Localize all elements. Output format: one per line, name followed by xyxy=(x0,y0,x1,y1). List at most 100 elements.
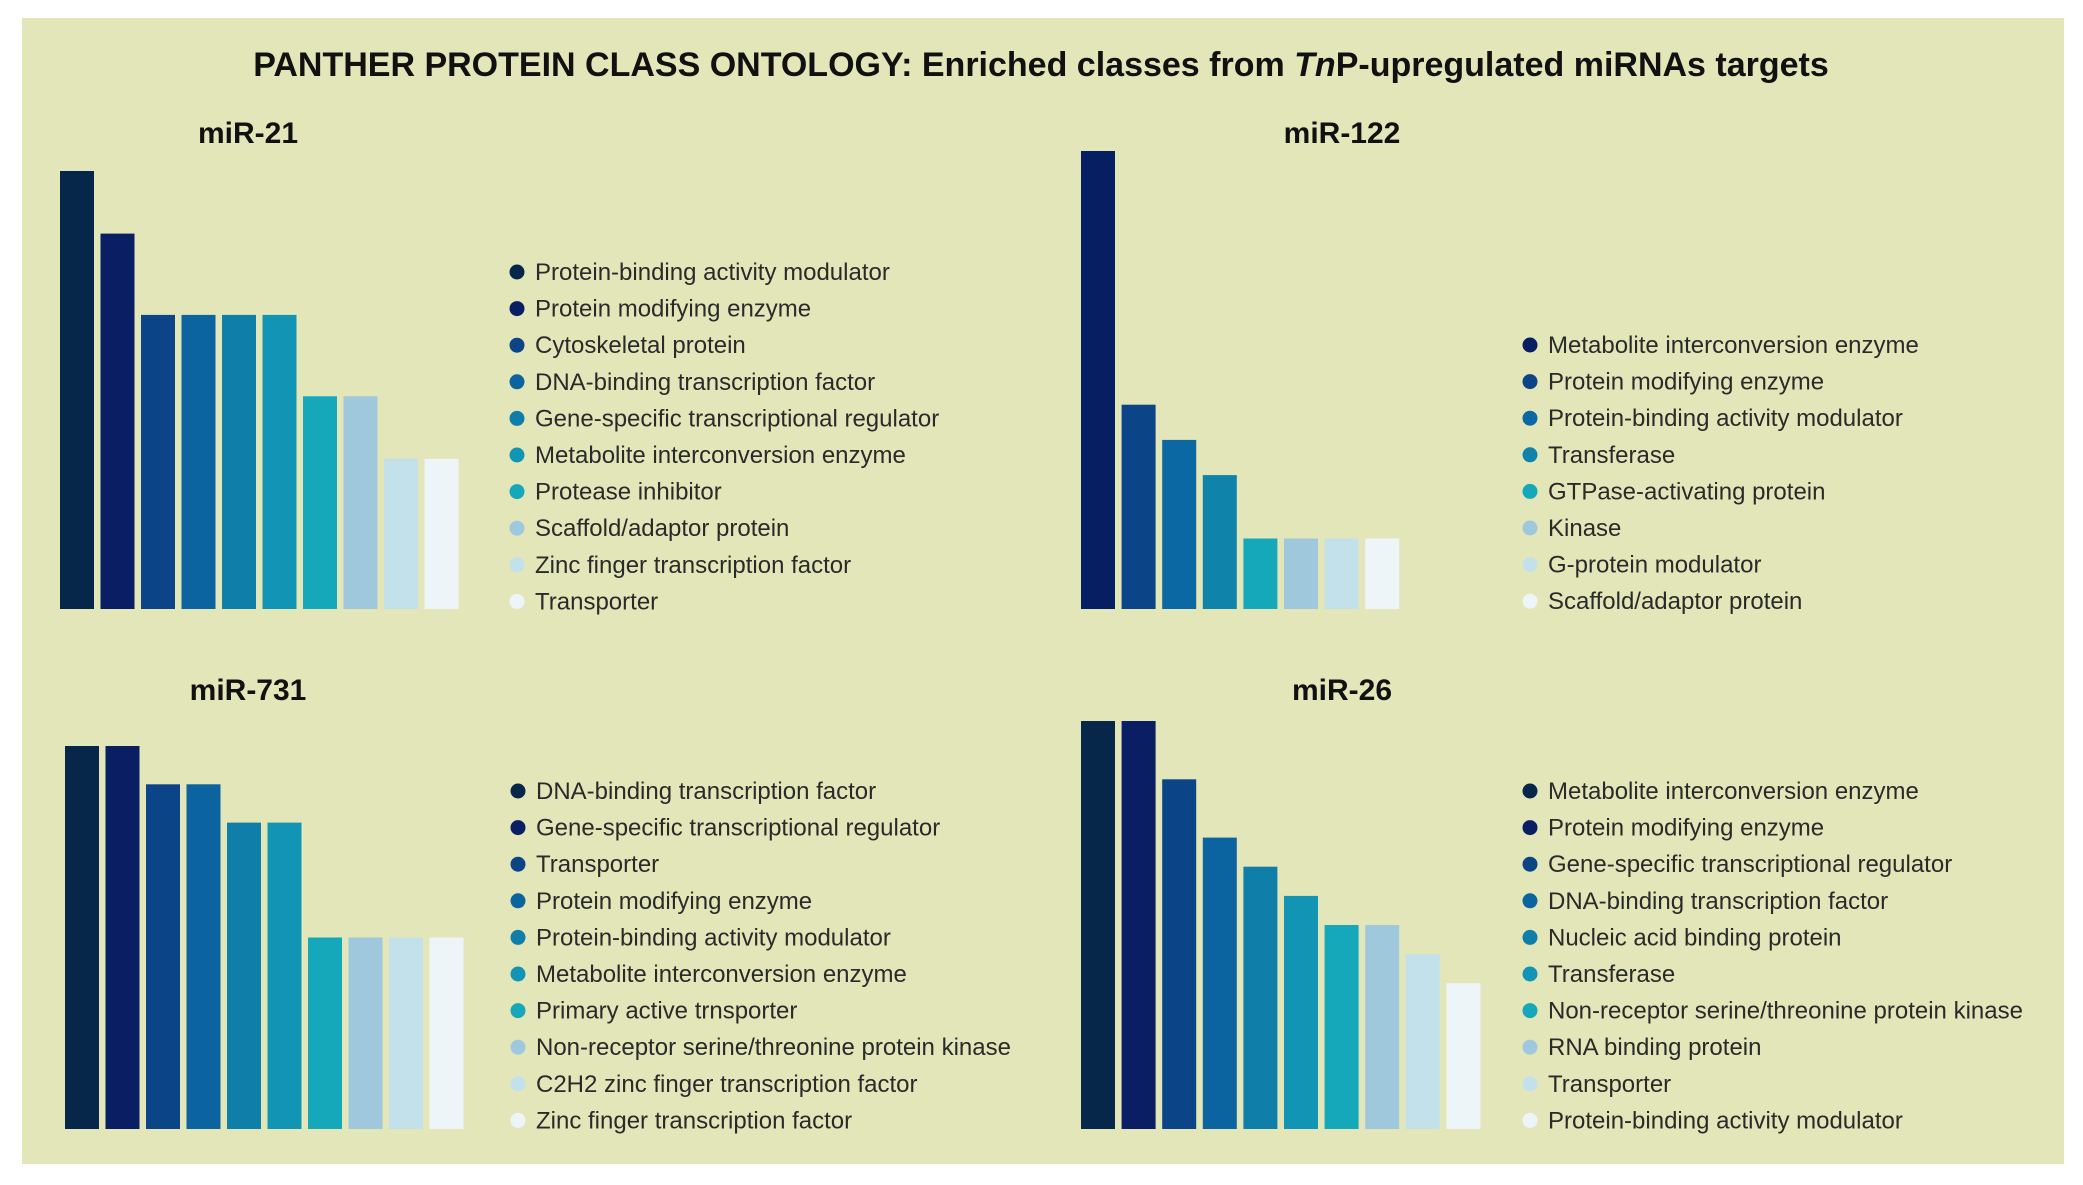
legend-label: Gene-specific transcriptional regulator xyxy=(535,405,939,432)
legend-marker xyxy=(1522,1112,1538,1128)
legend-marker xyxy=(509,593,525,609)
legend-marker xyxy=(1522,520,1538,536)
legend-marker xyxy=(1522,893,1538,909)
chart-2: miR-122 Metabolite interconversion enzyme… xyxy=(1081,117,1919,615)
legend-marker xyxy=(1522,410,1538,426)
legend-marker xyxy=(509,557,525,573)
bar-7 xyxy=(1324,925,1359,1129)
legend-label: G-protein modulator xyxy=(1548,552,1761,579)
legend-label: RNA binding protein xyxy=(1548,1034,1761,1061)
bar-1 xyxy=(60,171,94,609)
bar-9 xyxy=(384,458,418,609)
bar-8 xyxy=(1365,925,1400,1129)
legend-label: DNA-binding transcription factor xyxy=(536,778,876,805)
legend-marker xyxy=(510,1112,526,1128)
chart-title: miR-122 xyxy=(1284,117,1401,150)
legend-label: GTPase-activating protein xyxy=(1548,478,1825,505)
bar-7 xyxy=(1324,538,1359,609)
chart-4: miR-26 Metabolite interconversion enzyme P… xyxy=(1081,674,2023,1134)
bar-5 xyxy=(1243,866,1278,1129)
legend-marker xyxy=(1522,783,1538,799)
legend-marker xyxy=(1522,593,1538,609)
legend-label: Transporter xyxy=(535,588,658,615)
bar-8 xyxy=(1365,538,1400,609)
legend-label: Non-receptor serine/threonine protein ki… xyxy=(536,1034,1011,1061)
bar-9 xyxy=(1405,954,1440,1129)
legend-marker xyxy=(1522,374,1538,390)
legend-label: Metabolite interconversion enzyme xyxy=(1548,778,1919,805)
bar-6 xyxy=(267,822,302,1129)
bar-5 xyxy=(222,314,256,609)
chart-1: miR-21 Protein-binding activity modulator… xyxy=(60,117,939,615)
bar-6 xyxy=(1284,538,1318,609)
legend-marker xyxy=(510,820,526,836)
legend-label: Protein modifying enzyme xyxy=(535,296,811,323)
legend-marker xyxy=(1522,929,1538,945)
bar-5 xyxy=(227,822,261,1129)
bar-10 xyxy=(429,937,464,1129)
legend-marker xyxy=(510,966,526,982)
bar-3 xyxy=(1162,779,1197,1129)
legend-marker xyxy=(510,856,526,872)
bar-10 xyxy=(424,458,459,609)
legend-marker xyxy=(1522,1003,1538,1019)
legend-label: Zinc finger transcription factor xyxy=(536,1107,852,1134)
legend-marker xyxy=(1522,557,1538,573)
bar-7 xyxy=(308,937,342,1129)
legend-marker xyxy=(510,1003,526,1019)
legend-label: C2H2 zinc finger transcription factor xyxy=(536,1071,918,1098)
legend-marker xyxy=(1522,1076,1538,1092)
bar-3 xyxy=(141,314,175,609)
bar-2 xyxy=(100,233,135,609)
legend-label: Primary active trnsporter xyxy=(536,998,797,1025)
legend-label: Protease inhibitor xyxy=(535,479,722,506)
legend-marker xyxy=(509,520,525,536)
legend-marker xyxy=(1522,483,1538,499)
bar-3 xyxy=(1162,439,1197,609)
legend-marker xyxy=(509,484,525,500)
legend-marker xyxy=(510,1076,526,1092)
bar-1 xyxy=(1081,721,1115,1129)
legend-label: Transporter xyxy=(536,851,659,878)
legend-label: Gene-specific transcriptional regulator xyxy=(536,815,940,842)
legend-label: Transferase xyxy=(1548,961,1675,988)
chart-title: miR-21 xyxy=(198,117,298,150)
legend-marker xyxy=(510,1039,526,1055)
bar-2 xyxy=(1121,404,1156,609)
bar-4 xyxy=(1202,475,1237,609)
figure-title: PANTHER PROTEIN CLASS ONTOLOGY: Enriched… xyxy=(253,46,1829,84)
legend-label: Non-receptor serine/threonine protein ki… xyxy=(1548,998,2023,1025)
legend-label: Metabolite interconversion enzyme xyxy=(535,442,906,469)
legend-marker xyxy=(509,374,525,390)
legend-marker xyxy=(510,893,526,909)
bar-4 xyxy=(181,314,216,609)
charts-group: miR-21 Protein-binding activity modulator… xyxy=(60,117,2023,1134)
legend-label: Protein-binding activity modulator xyxy=(1548,405,1903,432)
legend-marker xyxy=(509,447,525,463)
legend-marker xyxy=(509,264,525,280)
legend-marker xyxy=(1522,856,1538,872)
bar-4 xyxy=(186,784,221,1129)
bar-7 xyxy=(303,396,337,609)
legend-label: Scaffold/adaptor protein xyxy=(535,515,789,542)
legend-marker xyxy=(509,337,525,353)
bar-3 xyxy=(146,784,180,1129)
legend-marker xyxy=(510,783,526,799)
legend-label: Metabolite interconversion enzyme xyxy=(536,961,907,988)
legend-label: DNA-binding transcription factor xyxy=(535,369,875,396)
bar-5 xyxy=(1243,538,1278,609)
legend-marker xyxy=(1522,447,1538,463)
legend-label: Protein-binding activity modulator xyxy=(535,259,890,286)
legend-label: Metabolite interconversion enzyme xyxy=(1548,332,1919,359)
legend-label: Scaffold/adaptor protein xyxy=(1548,588,1802,615)
legend-label: Protein-binding activity modulator xyxy=(1548,1107,1903,1134)
legend-marker xyxy=(509,301,525,317)
legend-label: Transferase xyxy=(1548,442,1675,469)
legend-marker xyxy=(1522,966,1538,982)
bar-8 xyxy=(348,937,383,1129)
bar-6 xyxy=(262,314,297,609)
bar-6 xyxy=(1284,895,1318,1129)
legend-label: Kinase xyxy=(1548,515,1621,542)
bar-1 xyxy=(65,746,99,1129)
